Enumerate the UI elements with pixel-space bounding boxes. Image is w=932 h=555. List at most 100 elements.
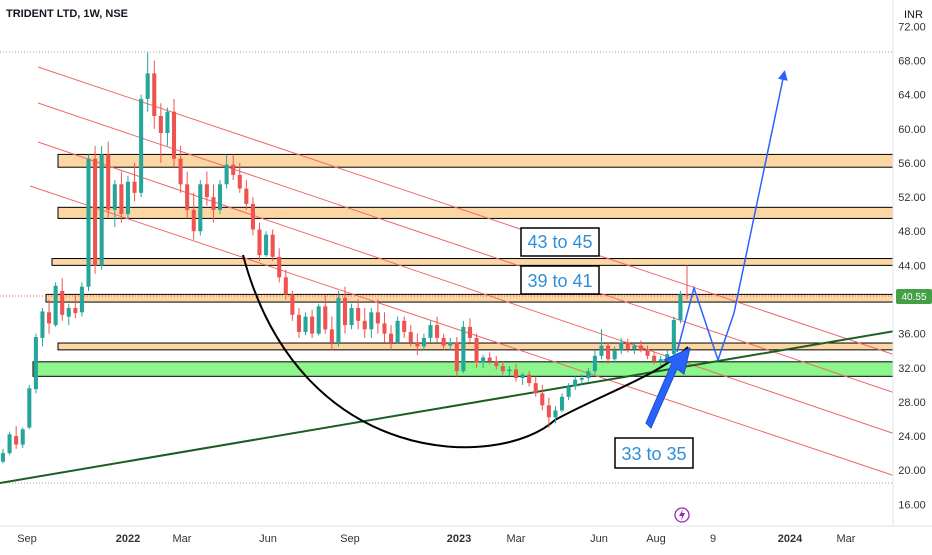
- candle: [612, 346, 617, 363]
- candle: [40, 308, 45, 347]
- candle: [402, 316, 407, 338]
- events-icon[interactable]: [674, 507, 690, 523]
- candle: [369, 308, 374, 338]
- candle: [316, 303, 321, 336]
- candle: [586, 367, 591, 382]
- channel-line-1: [37, 66, 896, 356]
- time-tick-label: 2023: [447, 533, 471, 545]
- annotation-39-41: 39 to 41: [520, 265, 600, 295]
- candle: [652, 352, 657, 365]
- candle: [99, 145, 104, 270]
- candle: [507, 366, 512, 377]
- candle: [231, 154, 236, 181]
- candle: [270, 229, 275, 262]
- candle: [441, 333, 446, 351]
- projection-path: [676, 70, 788, 363]
- price-tick-label: 60.00: [898, 124, 926, 136]
- candle: [494, 355, 499, 370]
- candle: [244, 180, 249, 210]
- price-axis[interactable]: [893, 0, 932, 526]
- candle: [362, 308, 367, 338]
- price-tick-label: 72.00: [898, 21, 926, 33]
- time-tick-label: Sep: [340, 533, 360, 545]
- candle: [435, 316, 440, 343]
- candle: [428, 320, 433, 343]
- candle: [125, 175, 131, 219]
- candle: [224, 154, 229, 189]
- candle: [540, 384, 545, 411]
- candle: [66, 303, 71, 326]
- candle: [303, 312, 308, 336]
- candle: [625, 338, 630, 353]
- last-price-label: 40.55: [901, 292, 926, 303]
- price-tick-label: 44.00: [898, 260, 926, 272]
- resistance-zone-3: [51, 258, 896, 266]
- currency-label[interactable]: INR: [904, 9, 923, 21]
- candle: [448, 337, 453, 351]
- candle: [533, 376, 538, 397]
- candle: [336, 290, 341, 347]
- support-trendline: [0, 330, 896, 484]
- candle: [573, 376, 578, 390]
- candle: [310, 309, 315, 338]
- candle: [474, 333, 479, 368]
- time-axis-ticks: Sep 2022 Mar Jun Sep 2023 Mar Jun Aug 9 2024 Mar: [17, 533, 856, 545]
- candle: [290, 290, 295, 321]
- annotation-label-39-41: 39 to 41: [527, 271, 592, 291]
- price-tick-label: 36.00: [898, 329, 926, 341]
- candle: [191, 192, 196, 240]
- candle: [86, 154, 91, 291]
- resistance-zone-2: [57, 206, 896, 219]
- time-tick-label: Mar: [837, 533, 856, 545]
- candle: [277, 248, 282, 283]
- price-tick-label: 52.00: [898, 192, 926, 204]
- candle: [527, 371, 532, 387]
- candle: [421, 333, 426, 351]
- candle: [79, 282, 84, 317]
- candle: [461, 320, 466, 373]
- candle: [250, 197, 255, 236]
- candle: [553, 406, 558, 424]
- candles-layer: [0, 52, 690, 464]
- time-tick-label: 2024: [778, 533, 803, 545]
- candle: [619, 337, 624, 355]
- candle: [375, 299, 380, 334]
- candle: [632, 342, 637, 355]
- candle: [53, 282, 58, 327]
- candle: [349, 303, 354, 330]
- candle: [158, 103, 163, 163]
- resistance-zone-4: [45, 293, 896, 303]
- candle: [178, 145, 183, 193]
- candle: [684, 265, 690, 300]
- candle: [356, 299, 361, 330]
- candle: [20, 427, 25, 449]
- candle: [237, 162, 242, 193]
- candle: [145, 52, 150, 112]
- candle: [165, 107, 170, 146]
- candle: [329, 316, 334, 351]
- candle: [546, 397, 551, 428]
- candle: [579, 374, 584, 385]
- candle: [487, 352, 492, 365]
- time-tick-label: Aug: [646, 533, 666, 545]
- time-axis[interactable]: [0, 526, 932, 550]
- candle: [60, 278, 65, 321]
- candle: [638, 340, 644, 353]
- candle: [27, 384, 32, 430]
- candle: [14, 425, 19, 449]
- price-tick-label: 16.00: [898, 499, 926, 511]
- time-tick-label: Jun: [590, 533, 608, 545]
- candle: [46, 299, 52, 334]
- candle: [415, 333, 420, 355]
- candle: [342, 286, 348, 334]
- candle: [198, 180, 203, 236]
- big-blue-arrow: [645, 347, 691, 429]
- time-tick-label: 9: [710, 533, 716, 545]
- candle: [132, 162, 137, 202]
- candle: [0, 448, 6, 464]
- candle: [257, 222, 262, 262]
- candle: [645, 345, 650, 360]
- candle: [500, 360, 505, 375]
